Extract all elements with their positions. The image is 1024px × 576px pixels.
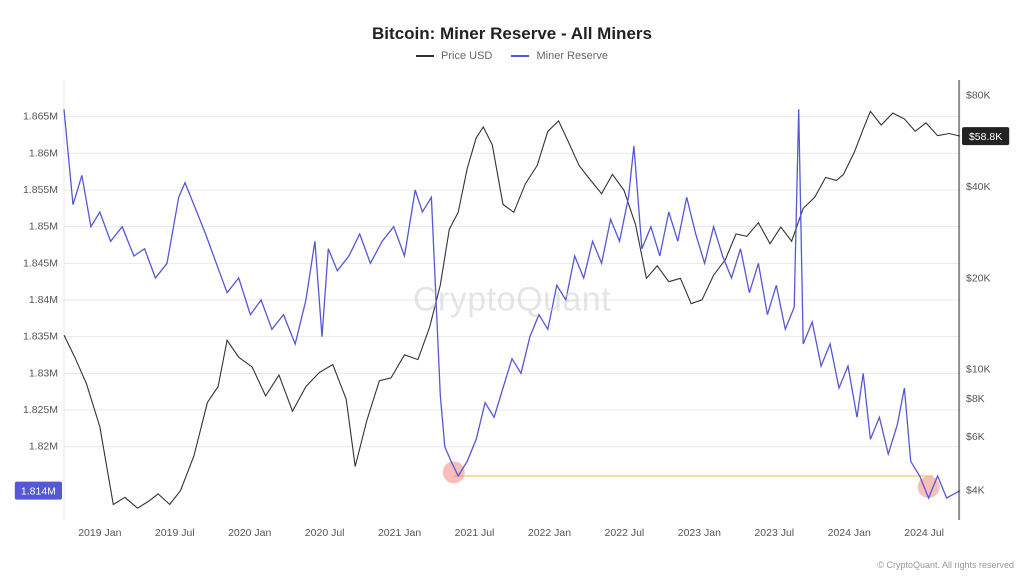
svg-text:$10K: $10K bbox=[966, 364, 991, 376]
chart-container: Bitcoin: Miner Reserve - All Miners Pric… bbox=[0, 0, 1024, 576]
svg-text:2024 Jan: 2024 Jan bbox=[828, 527, 871, 539]
svg-text:$80K: $80K bbox=[966, 90, 991, 102]
plot-area: CryptoQuant 1.865M1.86M1.855M1.85M1.845M… bbox=[64, 80, 960, 520]
svg-text:1.85M: 1.85M bbox=[29, 221, 58, 233]
svg-text:2019 Jan: 2019 Jan bbox=[78, 527, 121, 539]
svg-text:1.845M: 1.845M bbox=[23, 257, 58, 269]
svg-text:2023 Jan: 2023 Jan bbox=[678, 527, 721, 539]
legend-label-price: Price USD bbox=[441, 50, 492, 62]
legend-item-price: Price USD bbox=[416, 50, 495, 62]
svg-text:2020 Jan: 2020 Jan bbox=[228, 527, 271, 539]
svg-text:1.86M: 1.86M bbox=[29, 147, 58, 159]
copyright: © CryptoQuant. All rights reserved bbox=[877, 560, 1014, 570]
svg-text:2021 Jul: 2021 Jul bbox=[455, 527, 495, 539]
svg-text:$40K: $40K bbox=[966, 181, 991, 193]
svg-text:2022 Jul: 2022 Jul bbox=[605, 527, 645, 539]
svg-text:1.84M: 1.84M bbox=[29, 294, 58, 306]
svg-text:2023 Jul: 2023 Jul bbox=[754, 527, 794, 539]
chart-title: Bitcoin: Miner Reserve - All Miners bbox=[0, 0, 1024, 44]
svg-text:2019 Jul: 2019 Jul bbox=[155, 527, 195, 539]
svg-text:2024 Jul: 2024 Jul bbox=[904, 527, 944, 539]
svg-text:2022 Jan: 2022 Jan bbox=[528, 527, 571, 539]
svg-text:2021 Jan: 2021 Jan bbox=[378, 527, 421, 539]
svg-text:2020 Jul: 2020 Jul bbox=[305, 527, 345, 539]
legend-item-reserve: Miner Reserve bbox=[511, 50, 608, 62]
watermark: CryptoQuant bbox=[413, 281, 611, 320]
svg-text:1.835M: 1.835M bbox=[23, 331, 58, 343]
svg-text:1.865M: 1.865M bbox=[23, 111, 58, 123]
svg-text:$20K: $20K bbox=[966, 272, 991, 284]
svg-text:1.855M: 1.855M bbox=[23, 184, 58, 196]
svg-text:1.814M: 1.814M bbox=[21, 486, 56, 498]
svg-text:1.825M: 1.825M bbox=[23, 404, 58, 416]
svg-text:$4K: $4K bbox=[966, 485, 985, 497]
svg-text:$6K: $6K bbox=[966, 431, 985, 443]
svg-text:1.82M: 1.82M bbox=[29, 441, 58, 453]
legend-label-reserve: Miner Reserve bbox=[537, 50, 609, 62]
legend-swatch-price bbox=[416, 55, 434, 57]
legend-swatch-reserve bbox=[511, 55, 529, 57]
legend: Price USD Miner Reserve bbox=[0, 44, 1024, 62]
svg-text:$8K: $8K bbox=[966, 393, 985, 405]
svg-text:$58.8K: $58.8K bbox=[969, 131, 1002, 143]
svg-text:1.83M: 1.83M bbox=[29, 367, 58, 379]
